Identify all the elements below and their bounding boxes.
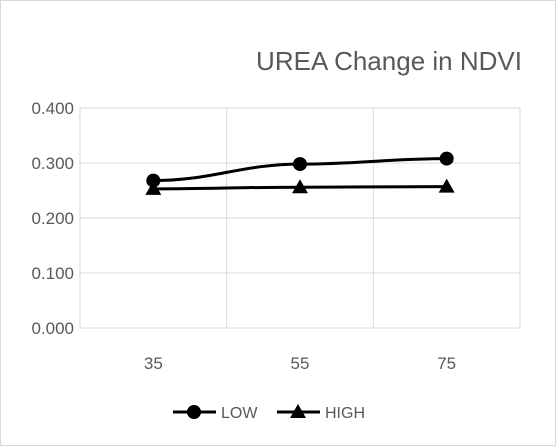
series	[145, 152, 454, 195]
x-tick-label: 75	[437, 354, 456, 373]
legend-item-low: LOW	[173, 405, 258, 422]
chart-title: UREA Change in NDVI	[256, 46, 522, 76]
legend-marker-low	[187, 405, 201, 419]
axes: 0.000 0.100 0.200 0.300 0.400 35 55 75	[31, 99, 456, 373]
legend-label-high: HIGH	[325, 405, 365, 422]
legend: LOW HIGH	[173, 404, 365, 422]
y-tick-label: 0.300	[31, 154, 74, 173]
gridlines	[80, 108, 520, 328]
y-tick-label: 0.400	[31, 99, 74, 118]
x-tick-label: 35	[144, 354, 163, 373]
series-high	[145, 179, 454, 195]
y-tick-label: 0.200	[31, 209, 74, 228]
legend-label-low: LOW	[221, 405, 258, 422]
y-tick-label: 0.100	[31, 264, 74, 283]
x-tick-label: 55	[291, 354, 310, 373]
legend-item-high: HIGH	[277, 404, 365, 422]
data-point-low	[293, 157, 307, 171]
y-tick-label: 0.000	[31, 319, 74, 338]
data-point-low	[440, 152, 454, 166]
